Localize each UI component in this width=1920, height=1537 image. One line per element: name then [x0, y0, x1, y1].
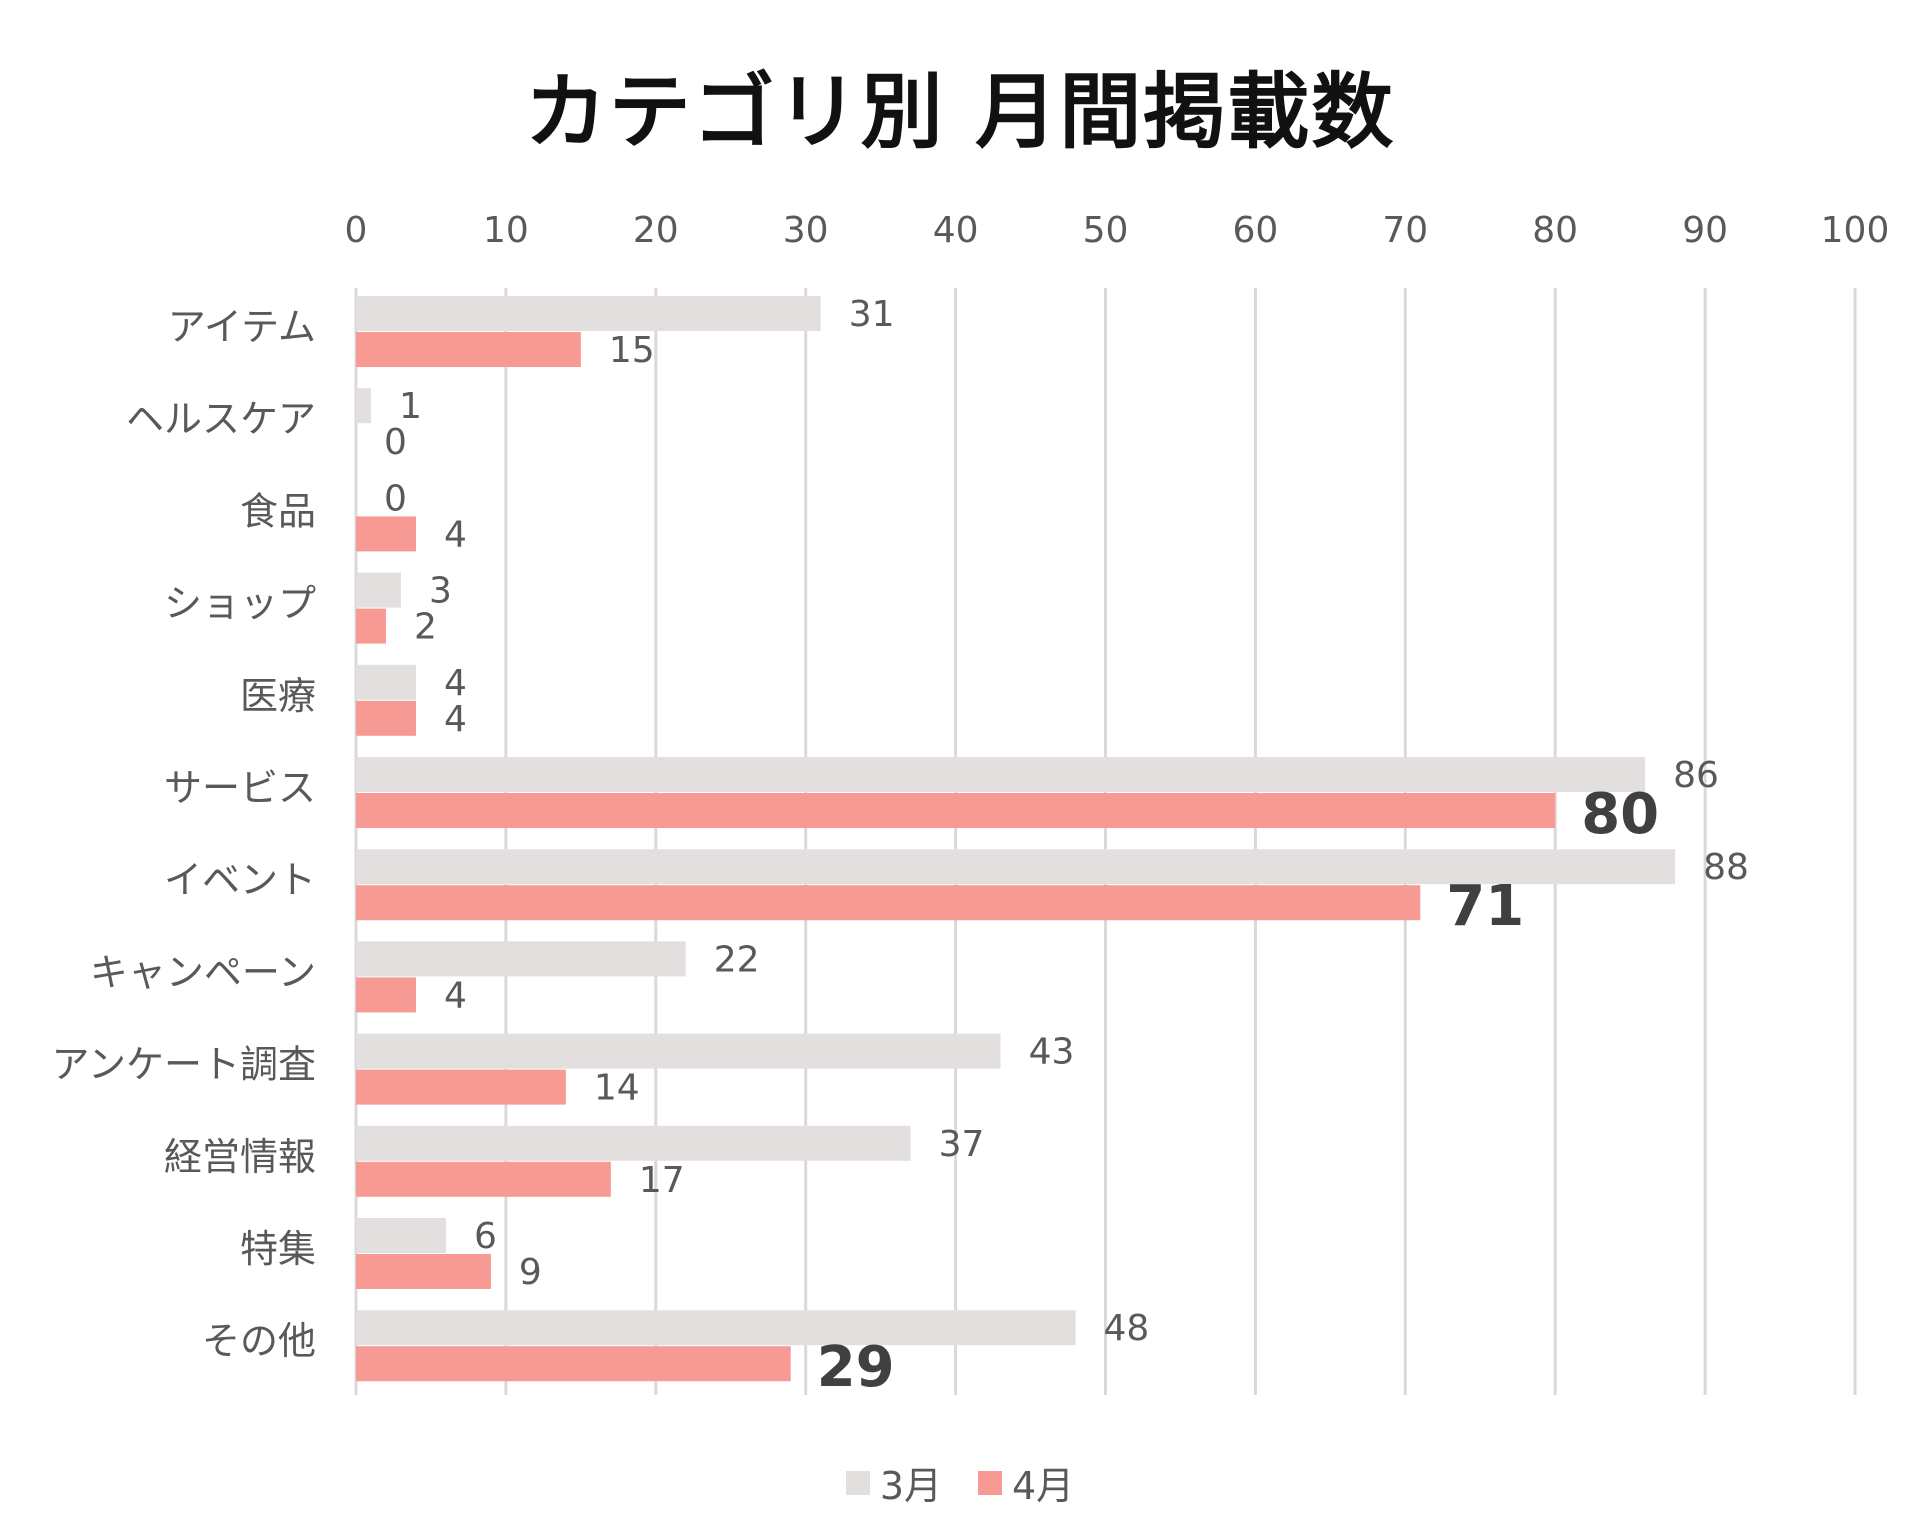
x-tick-label: 90: [1682, 210, 1728, 251]
data-label: 71: [1446, 874, 1524, 939]
bar: [356, 1069, 566, 1105]
data-label: 4: [444, 514, 467, 555]
data-label: 48: [1104, 1308, 1150, 1349]
bar: [356, 664, 416, 700]
chart-title: カテゴリ別 月間掲載数: [524, 65, 1396, 160]
bar: [356, 296, 821, 331]
category-label: サービス: [164, 766, 316, 810]
legend-swatch-march: [845, 1470, 870, 1495]
bar: [356, 700, 416, 736]
data-label: 6: [474, 1216, 497, 1257]
bar: [356, 1254, 491, 1289]
bar: [356, 757, 1646, 792]
x-tick-label: 40: [933, 210, 979, 251]
bar: [356, 1033, 1001, 1069]
data-label: 80: [1581, 782, 1659, 847]
data-label: 14: [594, 1068, 640, 1109]
bar: [356, 1125, 911, 1161]
category-label: 食品: [240, 489, 316, 533]
category-label: アイテム: [168, 305, 316, 349]
legend-item-april: 4月: [978, 1455, 1074, 1510]
x-tick-label: 10: [483, 210, 529, 251]
data-label: 4: [444, 663, 467, 704]
bar: [356, 1310, 1076, 1346]
data-label: 86: [1673, 755, 1719, 796]
bar: [356, 977, 416, 1013]
data-label: 37: [939, 1124, 985, 1165]
category-label: キャンペーン: [90, 950, 316, 994]
data-label: 15: [609, 330, 655, 371]
data-label: 0: [384, 422, 407, 463]
category-label: 医療: [240, 674, 316, 718]
legend: 3月 4月: [0, 1455, 1920, 1510]
x-tick-label: 50: [1083, 210, 1129, 251]
data-label: 22: [714, 939, 760, 980]
x-tick-label: 60: [1232, 210, 1278, 251]
x-tick-label: 30: [783, 210, 829, 251]
bar: [356, 608, 386, 644]
x-tick-label: 0: [345, 210, 368, 251]
data-label: 2: [414, 607, 437, 648]
data-label: 0: [384, 478, 407, 519]
bar: [356, 332, 581, 367]
data-label: 3: [429, 571, 452, 612]
data-label: 1: [399, 386, 422, 427]
bar: [356, 941, 686, 977]
data-label: 9: [519, 1252, 542, 1293]
bar: [356, 1218, 446, 1253]
data-label: 31: [849, 294, 895, 335]
bar: [356, 1346, 791, 1382]
bar: [356, 1161, 611, 1197]
data-label: 29: [817, 1335, 895, 1400]
category-label: アンケート調査: [52, 1043, 316, 1087]
bar: [356, 885, 1421, 921]
legend-swatch-april: [978, 1470, 1002, 1495]
legend-label-march: 3月: [879, 1464, 942, 1508]
bar: [356, 388, 371, 424]
category-label: 経営情報: [164, 1135, 316, 1179]
bar: [356, 572, 401, 608]
x-tick-label: 100: [1821, 210, 1890, 251]
legend-item-march: 3月: [845, 1455, 942, 1510]
data-label: 88: [1703, 847, 1749, 888]
x-tick-label: 70: [1382, 210, 1428, 251]
data-label: 4: [444, 699, 467, 740]
legend-label-april: 4月: [1012, 1464, 1075, 1508]
category-label: 特集: [240, 1227, 316, 1271]
category-label: ヘルスケア: [126, 397, 316, 441]
data-label: 43: [1029, 1032, 1075, 1073]
x-tick-label: 20: [633, 210, 679, 251]
bar: [356, 793, 1556, 828]
bar: [356, 516, 416, 552]
category-label: その他: [202, 1319, 316, 1363]
x-tick-label: 80: [1532, 210, 1578, 251]
data-label: 4: [444, 975, 467, 1016]
data-label: 17: [639, 1160, 685, 1201]
category-label: イベント: [164, 858, 316, 902]
bar: [356, 849, 1676, 885]
category-label: ショップ: [164, 582, 316, 626]
